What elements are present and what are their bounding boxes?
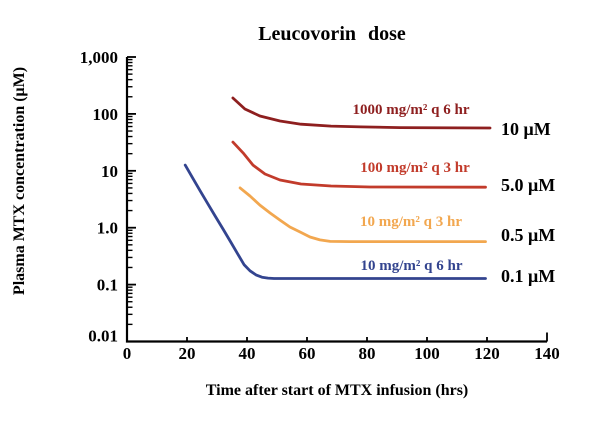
chart-title: Leucovorin dose	[258, 23, 406, 45]
y-ticks	[127, 56, 136, 343]
curve-label-10mg-q6hr: 10 mg/m² q 6 hr	[360, 258, 463, 274]
x-tick-label: 60	[299, 344, 316, 363]
y-tick-label: 100	[93, 105, 119, 124]
plateau-label-5um: 5.0 μM	[501, 175, 556, 195]
axes	[125, 57, 547, 343]
curve-series-1	[231, 140, 487, 189]
y-tick-labels: 1,000 100 10 1.0 0.1 0.01	[80, 48, 118, 346]
y-axis-label: Plasma MTX concentration (μM)	[11, 66, 28, 296]
plateau-label-0-5um: 0.5 μM	[501, 225, 556, 245]
curve-label-100mg-q3hr: 100 mg/m² q 3 hr	[360, 160, 470, 176]
x-tick-label: 80	[359, 344, 376, 363]
y-tick-label: 1.0	[97, 219, 118, 238]
x-tick-label: 0	[123, 344, 132, 363]
y-tick-label: 0.1	[97, 276, 118, 295]
curve-series-0	[231, 96, 492, 130]
plateau-label-10um: 10 μM	[501, 119, 551, 139]
y-tick-label: 0.01	[88, 327, 118, 346]
x-ticks: 0 20 40 60 80 100 120 140	[123, 332, 560, 363]
y-tick-label: 1,000	[80, 48, 118, 67]
y-tick-label: 10	[101, 162, 118, 181]
curve-label-1000mg-q6hr: 1000 mg/m² q 6 hr	[352, 102, 470, 118]
x-tick-label: 20	[179, 344, 196, 363]
curve-series-3	[183, 163, 487, 280]
x-tick-label: 140	[534, 344, 560, 363]
x-tick-label: 120	[474, 344, 500, 363]
x-axis-label: Time after start of MTX infusion (hrs)	[205, 382, 469, 399]
curve-series-2	[238, 186, 487, 244]
x-tick-label: 100	[414, 344, 440, 363]
curve-label-10mg-q3hr: 10 mg/m² q 3 hr	[360, 214, 462, 230]
x-tick-label: 40	[239, 344, 256, 363]
plateau-label-0-1um: 0.1 μM	[501, 266, 556, 286]
